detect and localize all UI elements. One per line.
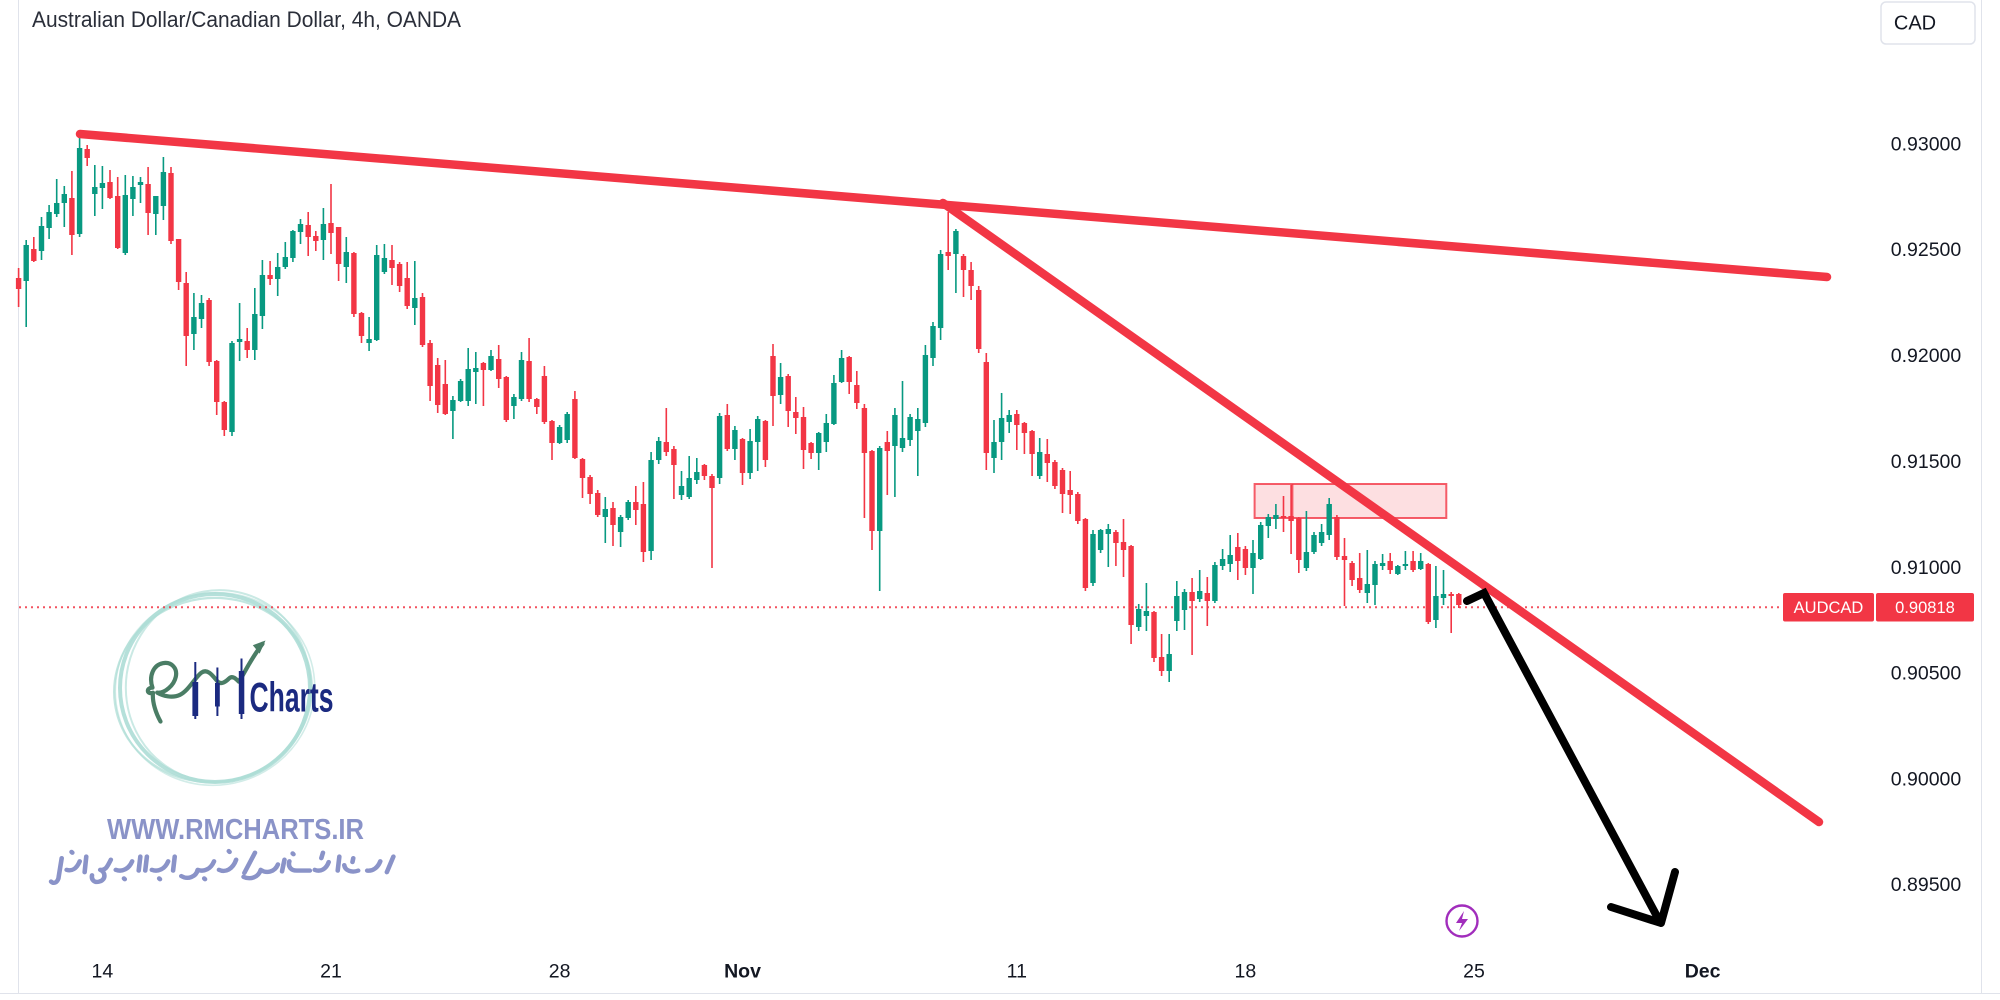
svg-text:0.93000: 0.93000 [1891, 134, 1962, 156]
svg-text:28: 28 [549, 961, 571, 983]
svg-text:18: 18 [1235, 961, 1257, 983]
svg-text:11: 11 [1007, 961, 1027, 983]
svg-text:Charts: Charts [250, 674, 334, 721]
svg-text:0.90500: 0.90500 [1891, 663, 1962, 685]
svg-text:0.90000: 0.90000 [1891, 769, 1962, 791]
svg-text:14: 14 [92, 961, 114, 983]
svg-text:0.92000: 0.92000 [1891, 345, 1962, 367]
svg-text:WWW.RMCHARTS.IR: WWW.RMCHARTS.IR [107, 814, 364, 846]
svg-text:Nov: Nov [724, 961, 761, 983]
svg-text:0.89500: 0.89500 [1891, 874, 1962, 896]
svg-text:Australian Dollar/Canadian Dol: Australian Dollar/Canadian Dollar, 4h, O… [32, 7, 461, 32]
svg-text:0.91000: 0.91000 [1891, 557, 1962, 579]
svg-text:AUDCAD: AUDCAD [1794, 599, 1864, 617]
svg-text:CAD: CAD [1894, 12, 1936, 34]
svg-text:21: 21 [320, 961, 342, 983]
svg-text:25: 25 [1463, 961, 1485, 983]
svg-text:0.92500: 0.92500 [1891, 239, 1962, 261]
svg-text:0.91500: 0.91500 [1891, 451, 1962, 473]
svg-text:0.90818: 0.90818 [1895, 599, 1955, 617]
svg-text:Dec: Dec [1685, 961, 1721, 983]
